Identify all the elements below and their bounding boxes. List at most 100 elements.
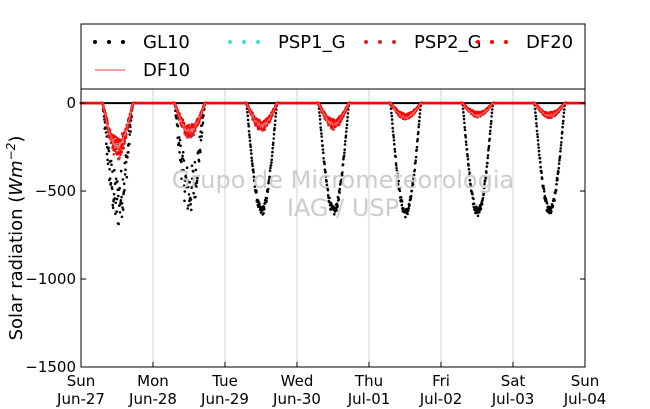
x-tick-label: Sat xyxy=(501,372,526,390)
data-point xyxy=(197,159,201,163)
data-point xyxy=(534,117,538,121)
data-point xyxy=(108,177,112,180)
data-point xyxy=(558,159,561,162)
data-point xyxy=(241,101,244,105)
data-point xyxy=(123,188,126,192)
data-point xyxy=(115,197,119,201)
data-point xyxy=(407,206,410,210)
data-point xyxy=(267,178,271,181)
data-point xyxy=(270,154,274,158)
data-point xyxy=(464,133,467,137)
data-point xyxy=(374,101,377,105)
data-point xyxy=(158,101,161,105)
data-point xyxy=(189,203,192,206)
series-psp2-g xyxy=(79,101,586,161)
data-point xyxy=(105,152,109,156)
data-point xyxy=(110,163,113,166)
data-point xyxy=(183,199,186,203)
data-point xyxy=(92,101,96,105)
data-point xyxy=(252,175,256,179)
data-point xyxy=(247,124,250,128)
data-point xyxy=(362,101,366,105)
legend-dot-marker xyxy=(504,40,508,44)
data-point xyxy=(479,207,483,210)
legend: GL10 PSP1_G PSP2_G DF20 DF10 xyxy=(80,23,586,90)
data-point xyxy=(156,101,159,105)
data-point xyxy=(524,101,528,105)
data-point xyxy=(395,169,399,173)
data-point xyxy=(249,143,252,146)
data-point xyxy=(560,136,563,140)
watermark-text: IAG / USP xyxy=(287,194,399,222)
data-point xyxy=(468,173,471,177)
data-point xyxy=(464,140,468,143)
data-point xyxy=(116,180,119,183)
data-point xyxy=(391,122,394,125)
data-point xyxy=(557,166,561,170)
data-point xyxy=(343,151,346,155)
data-point xyxy=(463,126,467,129)
data-point xyxy=(557,162,561,165)
data-point xyxy=(304,101,307,105)
data-point xyxy=(119,169,123,173)
data-point xyxy=(266,187,270,191)
data-point xyxy=(543,194,547,198)
data-point xyxy=(486,156,490,160)
data-point xyxy=(90,101,94,105)
data-point xyxy=(260,121,264,124)
data-point xyxy=(252,170,255,174)
data-point xyxy=(339,182,342,185)
plot-frame xyxy=(80,88,586,368)
data-point xyxy=(295,101,299,105)
data-point xyxy=(411,183,415,186)
data-point xyxy=(394,155,397,158)
data-point xyxy=(454,101,458,105)
data-point xyxy=(480,202,484,206)
data-point xyxy=(194,195,197,199)
data-point xyxy=(346,119,349,123)
data-point xyxy=(342,157,345,161)
data-point xyxy=(187,193,191,196)
series-line xyxy=(173,102,206,133)
data-point xyxy=(121,206,124,209)
data-point xyxy=(318,111,321,114)
data-point xyxy=(326,194,330,197)
data-point xyxy=(148,101,152,105)
data-point xyxy=(559,144,563,147)
data-point xyxy=(336,123,340,126)
data-point xyxy=(88,101,91,105)
data-point xyxy=(333,213,336,216)
data-point xyxy=(556,178,559,181)
data-point xyxy=(341,171,344,174)
data-point xyxy=(487,146,491,150)
data-point xyxy=(343,148,347,151)
data-point xyxy=(461,107,465,110)
data-point xyxy=(318,114,322,118)
data-point xyxy=(434,101,438,105)
data-point xyxy=(326,188,330,192)
data-point xyxy=(118,156,121,159)
data-point xyxy=(112,192,116,196)
data-point xyxy=(247,122,250,126)
data-point xyxy=(346,115,349,119)
data-point xyxy=(356,101,359,105)
data-point xyxy=(198,148,202,152)
data-point xyxy=(251,162,254,165)
data-point xyxy=(537,143,540,146)
data-point xyxy=(397,179,400,183)
data-point xyxy=(540,171,543,175)
data-point xyxy=(408,203,411,207)
data-point xyxy=(467,168,471,171)
data-point xyxy=(243,101,246,105)
data-point xyxy=(398,186,401,189)
legend-dot-marker xyxy=(93,40,97,44)
data-point xyxy=(342,154,346,157)
data-point xyxy=(417,130,420,134)
data-point xyxy=(534,111,537,114)
data-point xyxy=(559,147,562,150)
data-point xyxy=(282,101,285,105)
data-point xyxy=(128,142,131,146)
data-point xyxy=(504,101,508,105)
data-point xyxy=(186,185,190,189)
